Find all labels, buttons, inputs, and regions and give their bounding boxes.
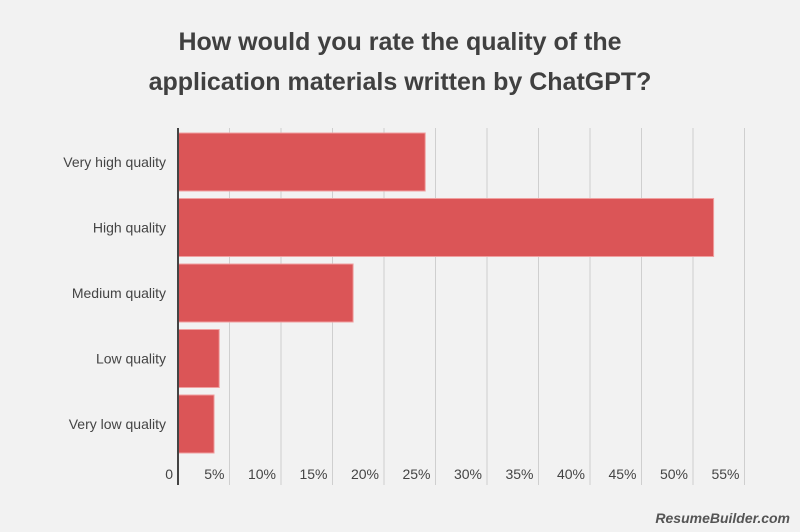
bar (177, 394, 215, 454)
category-label: Very high quality (63, 154, 166, 170)
bar (177, 198, 715, 257)
x-tick-label: 40% (557, 466, 585, 482)
category-label: High quality (93, 220, 166, 236)
chart-title: How would you rate the quality of the ap… (0, 22, 800, 102)
x-tick-label: 5% (204, 466, 224, 482)
x-tick-label: 20% (351, 466, 379, 482)
bar (177, 329, 220, 388)
chart-title-line-1: How would you rate the quality of the (178, 28, 622, 56)
watermark: ResumeBuilder.com (655, 510, 790, 526)
category-label: Very low quality (69, 416, 166, 432)
category-label: Low quality (96, 351, 166, 367)
x-tick-label: 35% (505, 466, 533, 482)
x-tick-label: 0 (165, 466, 173, 482)
bar (177, 132, 426, 192)
category-label: Medium quality (72, 285, 166, 301)
x-tick-label: 15% (299, 466, 327, 482)
x-tick-label: 30% (454, 466, 482, 482)
x-tick-label: 55% (711, 466, 739, 482)
bar (177, 263, 354, 323)
x-tick-label: 50% (660, 466, 688, 482)
x-tick-label: 45% (608, 466, 636, 482)
x-tick-label: 25% (402, 466, 430, 482)
x-tick-label: 10% (248, 466, 276, 482)
chart-title-line-2: application materials written by ChatGPT… (148, 68, 652, 96)
